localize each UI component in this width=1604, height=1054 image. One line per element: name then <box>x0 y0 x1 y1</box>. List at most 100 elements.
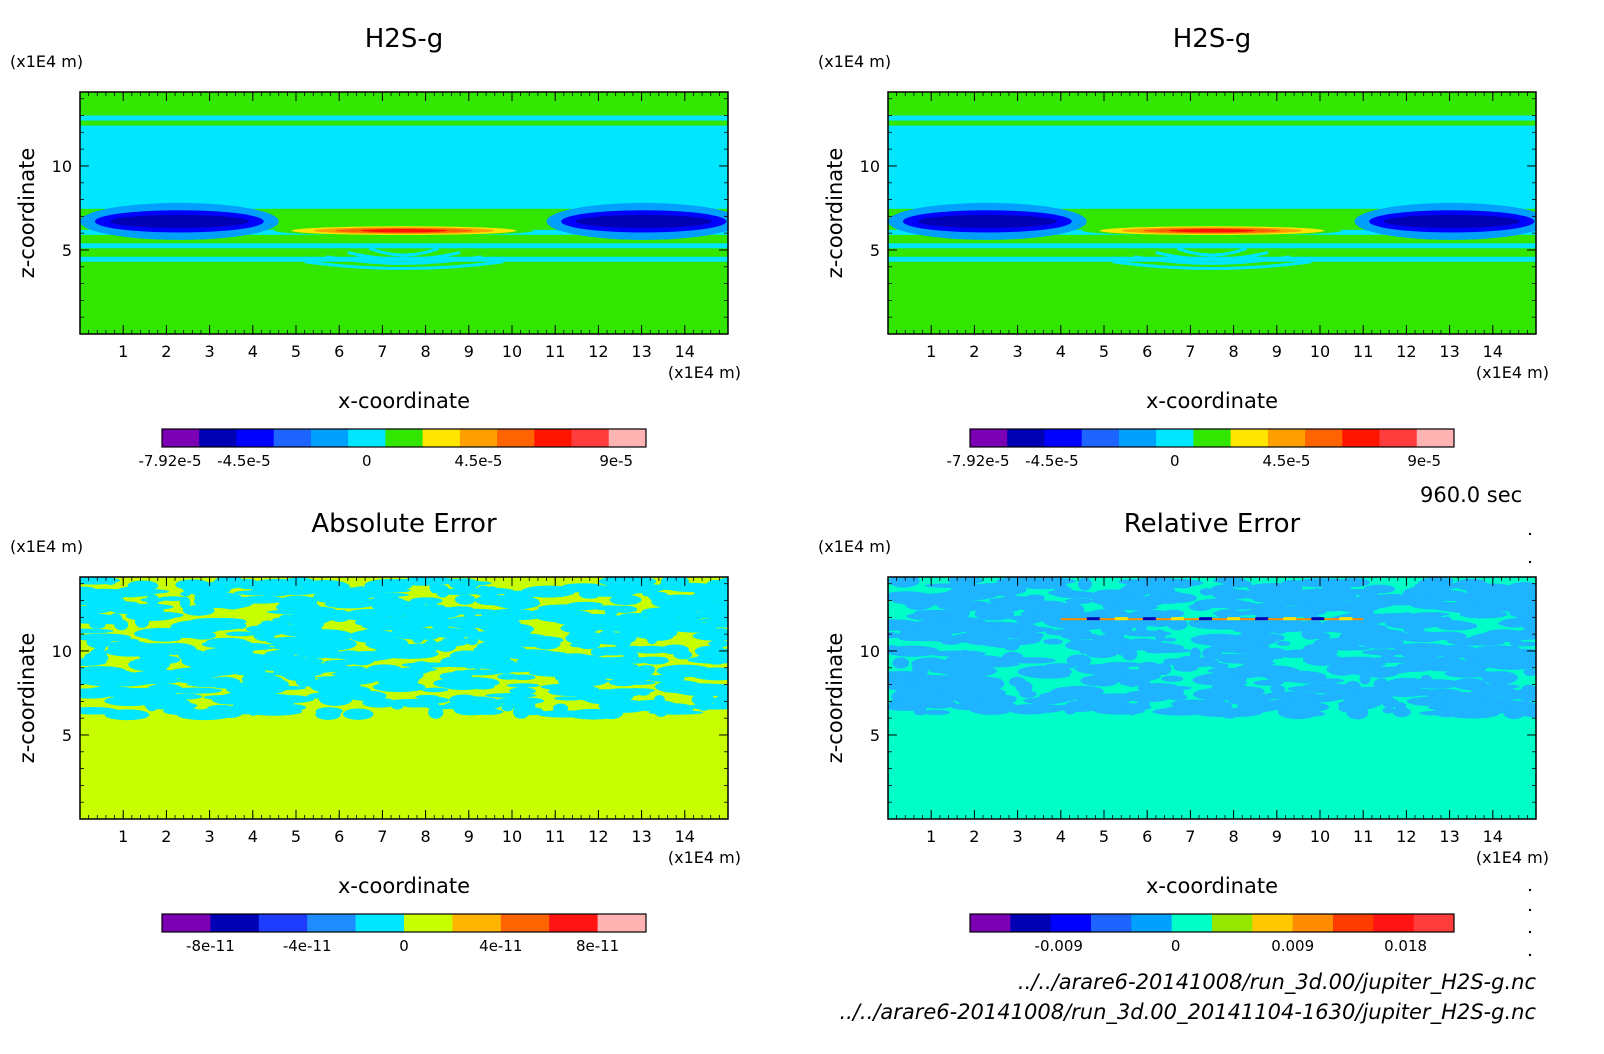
field-blob <box>1222 579 1253 588</box>
colorbar-frame <box>969 428 1455 448</box>
field-blob <box>1493 700 1535 706</box>
field-blob <box>115 690 147 699</box>
field-blob <box>1161 675 1184 683</box>
field-blob <box>957 706 1003 711</box>
field-blob <box>1094 707 1145 715</box>
field-blob <box>1028 703 1040 713</box>
field-blob <box>260 708 296 715</box>
field-stripe <box>1255 617 1269 621</box>
field-blob <box>964 656 999 669</box>
field-blob <box>229 653 268 662</box>
field-blob <box>226 682 277 696</box>
field-blob <box>365 636 397 650</box>
field-blob <box>485 693 537 698</box>
field-blob <box>1188 617 1235 630</box>
y-axis-label: z-coordinate <box>823 633 847 764</box>
x-tick-label: 10 <box>502 827 522 846</box>
field-blob <box>178 648 206 662</box>
field-blob <box>80 674 125 687</box>
colorbar-swatch <box>348 429 386 447</box>
field-blob <box>1195 672 1248 685</box>
colorbar-swatch <box>236 429 275 447</box>
field-blob <box>988 598 1003 604</box>
field-blob <box>418 699 433 706</box>
field-blob <box>1314 678 1345 683</box>
colorbar-label: -7.92e-5 <box>139 452 202 470</box>
field-blob <box>640 607 674 619</box>
field-blob <box>1162 609 1185 618</box>
x-tick-label: 11 <box>545 827 565 846</box>
field-blob <box>1290 702 1330 712</box>
field-blob <box>609 594 642 606</box>
x-tick-label: 7 <box>377 342 387 361</box>
field-blob <box>1409 614 1446 623</box>
field-blob <box>456 669 502 676</box>
field-blob <box>1347 630 1374 642</box>
x-tick-label: 12 <box>588 342 608 361</box>
field-blob <box>437 628 472 639</box>
field-blob <box>567 601 603 608</box>
field-blob <box>1434 706 1458 718</box>
chart-title: Relative Error <box>1124 509 1301 539</box>
colorbar-swatch <box>1230 429 1269 447</box>
field-blob <box>364 578 413 592</box>
field-blob <box>611 605 638 613</box>
field-blob <box>1434 602 1461 612</box>
field-blob <box>1343 667 1394 676</box>
field-blob <box>1043 638 1063 645</box>
field-blob <box>1103 619 1154 629</box>
field-blob <box>1382 707 1395 714</box>
x-tick-label: 14 <box>1483 342 1503 361</box>
field-stripe <box>1283 617 1297 621</box>
field-blob <box>445 618 457 627</box>
field-blob <box>275 601 321 614</box>
plot-area <box>80 577 728 819</box>
field-blob <box>1221 709 1239 719</box>
field-blob <box>421 687 449 693</box>
field-blob <box>1295 603 1308 615</box>
colorbar-swatch <box>1171 914 1213 932</box>
field-blob <box>1363 584 1396 594</box>
x-unit-label: (x1E4 m) <box>668 848 741 867</box>
field-blob <box>1164 618 1175 626</box>
field-stripe <box>1339 617 1353 621</box>
field-blob <box>501 649 559 660</box>
colorbar-swatch <box>970 914 1011 932</box>
field-blob <box>216 638 231 652</box>
field-blob <box>1392 707 1411 718</box>
field-blob <box>307 681 326 688</box>
colorbar-swatch <box>310 429 349 447</box>
field-blob <box>894 687 942 698</box>
y-unit-label: (x1E4 m) <box>818 52 891 71</box>
colorbar-label: 9e-5 <box>599 452 633 470</box>
field-blob <box>363 628 381 634</box>
field-blob <box>506 683 540 688</box>
x-tick-label: 6 <box>1142 827 1152 846</box>
y-axis-label: z-coordinate <box>823 148 847 279</box>
field-blob <box>1454 578 1488 591</box>
field-blob <box>1001 651 1024 665</box>
field-arc <box>1155 251 1269 261</box>
field-blob <box>582 662 640 672</box>
field-blob <box>249 578 304 592</box>
file-path-2: ../../arare6-20141008/run_3d.00_20141104… <box>839 1000 1536 1024</box>
colorbar-swatch <box>459 429 498 447</box>
colorbar-label: 8e-11 <box>576 937 619 955</box>
field-blob <box>1144 648 1168 654</box>
x-tick-label: 11 <box>545 342 565 361</box>
field-blob <box>1250 602 1288 615</box>
colorbar-swatch <box>549 914 599 932</box>
field-blob <box>1411 656 1467 668</box>
field-blob <box>345 608 392 620</box>
field-blob <box>1199 588 1214 596</box>
field-blob <box>1008 676 1027 687</box>
field-blob <box>1441 700 1474 706</box>
field-blob <box>329 609 351 623</box>
field-blob <box>711 620 728 626</box>
field-blob <box>402 619 424 626</box>
field-blob <box>1500 618 1529 628</box>
y-tick-label: 5 <box>870 241 880 260</box>
field-blob <box>1245 650 1270 660</box>
margin-dot <box>1528 908 1532 912</box>
field-blob <box>706 579 725 591</box>
